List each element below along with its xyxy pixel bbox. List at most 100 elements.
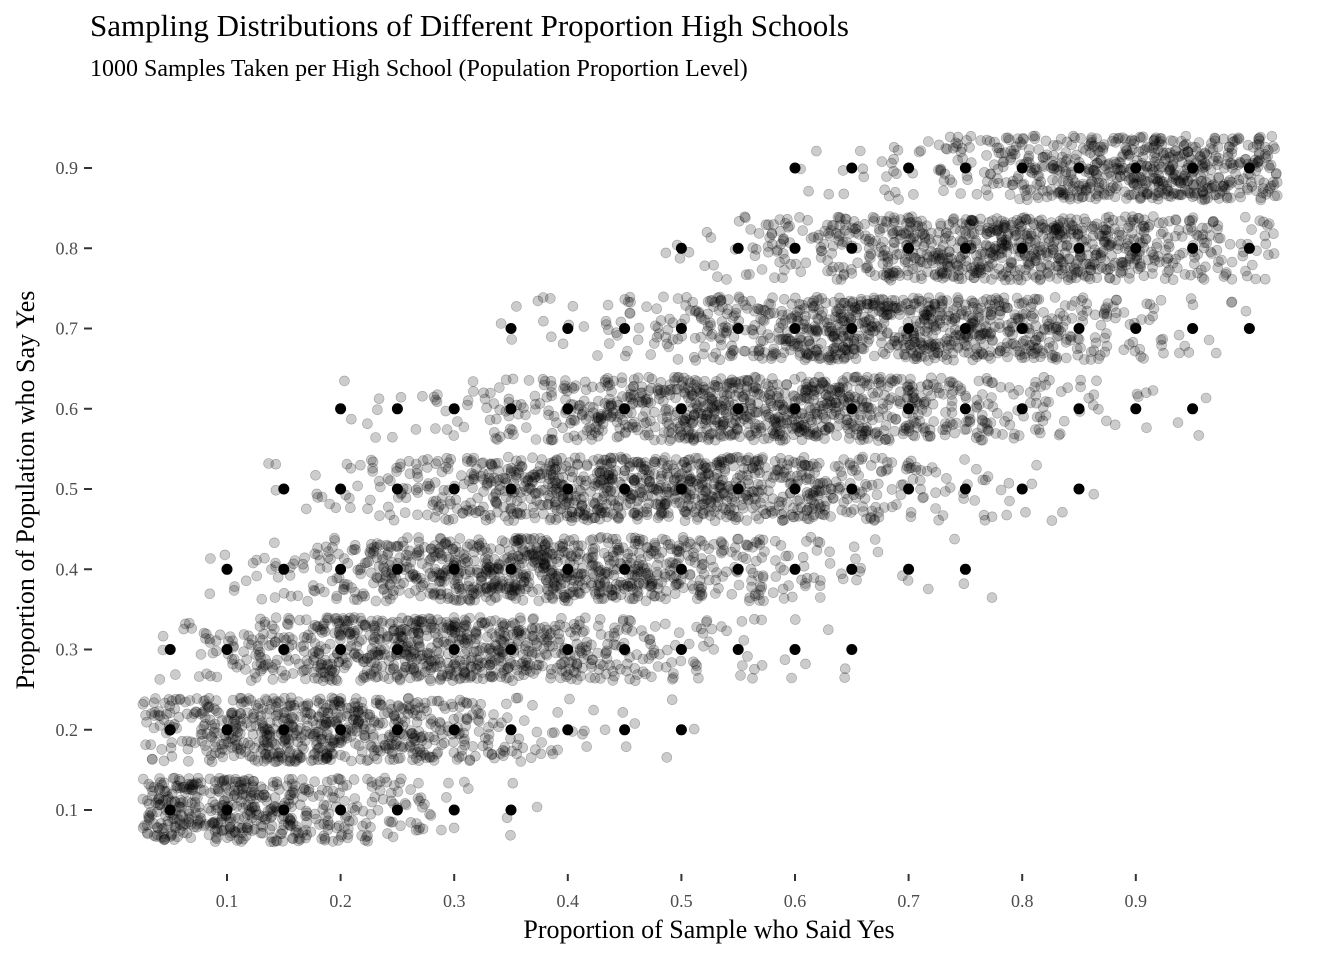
jitter-point [568, 414, 580, 426]
jitter-point [1088, 389, 1100, 401]
jitter-point [642, 569, 654, 581]
jitter-point [441, 424, 453, 435]
jitter-point [270, 701, 282, 713]
jitter-point [612, 411, 623, 423]
jitter-point [230, 826, 241, 838]
jitter-point [193, 801, 205, 813]
jitter-point [166, 829, 178, 841]
jitter-point [507, 777, 519, 789]
jitter-point [174, 814, 185, 826]
jitter-point [822, 624, 834, 636]
jitter-point [579, 725, 590, 737]
jitter-point [592, 412, 604, 424]
jitter-point [142, 819, 153, 831]
jitter-point [601, 653, 613, 665]
jitter-point [544, 492, 556, 504]
jitter-point [314, 583, 325, 594]
jitter-point [526, 548, 538, 559]
jitter-point [528, 668, 539, 679]
jitter-point [538, 315, 549, 327]
jitter-point [266, 639, 278, 651]
jitter-point [921, 406, 933, 417]
jitter-point [810, 484, 822, 496]
jitter-point [158, 777, 170, 789]
jitter-point [309, 776, 320, 788]
jitter-point [481, 583, 492, 595]
jitter-point [938, 388, 949, 400]
jitter-point [798, 391, 810, 402]
jitter-point [376, 617, 388, 629]
jitter-point [245, 807, 257, 818]
jitter-point [930, 487, 941, 499]
jitter-point [619, 419, 631, 431]
jitter-point [422, 509, 433, 521]
jitter-point [800, 580, 811, 592]
jitter-point [220, 780, 231, 791]
jitter-point [317, 675, 329, 687]
jitter-point [432, 389, 443, 401]
jitter-point [368, 745, 380, 756]
jitter-point [203, 829, 215, 841]
jitter-point [212, 826, 224, 838]
jitter-point [569, 630, 581, 642]
jitter-point [152, 829, 163, 841]
jitter-point [841, 414, 853, 426]
jitter-point [635, 554, 647, 565]
jitter-point [217, 825, 228, 837]
jitter-point [297, 701, 309, 712]
jitter-point [724, 453, 736, 464]
jitter-point [251, 570, 263, 582]
jitter-point [733, 291, 745, 303]
jitter-point [579, 376, 591, 388]
jitter-point [775, 540, 787, 551]
jitter-point [495, 651, 506, 663]
jitter-point [240, 789, 252, 801]
jitter-point [177, 811, 189, 822]
jitter-point [170, 822, 181, 834]
jitter-point [939, 486, 951, 497]
jitter-point [137, 822, 149, 834]
jitter-point [672, 354, 684, 365]
jitter-point [289, 727, 300, 739]
jitter-point [747, 541, 758, 553]
jitter-point [681, 292, 692, 303]
jitter-point [167, 773, 179, 784]
jitter-point [137, 793, 149, 805]
jitter-point [172, 780, 183, 792]
jitter-point [394, 461, 406, 473]
jitter-point [151, 806, 163, 818]
jitter-point [425, 675, 437, 687]
jitter-point [237, 827, 248, 839]
jitter-point [694, 500, 706, 511]
jitter-point [318, 818, 330, 830]
jitter-point [343, 815, 355, 827]
jitter-point [182, 796, 193, 808]
jitter-point [300, 614, 312, 626]
jitter-point [752, 398, 764, 410]
jitter-point [174, 825, 186, 836]
jitter-point [143, 798, 155, 810]
jitter-point [827, 492, 839, 504]
jitter-point [424, 808, 435, 820]
jitter-point [373, 561, 385, 572]
jitter-point [477, 740, 489, 752]
jitter-point [285, 815, 296, 827]
jitter-point [328, 667, 340, 678]
jitter-point [242, 818, 254, 830]
jitter-point [327, 735, 338, 747]
jitter-point [348, 630, 359, 641]
jitter-point [460, 620, 472, 632]
jitter-point [903, 457, 914, 469]
jitter-point [596, 494, 608, 506]
jitter-point [485, 595, 497, 606]
jitter-point [720, 321, 731, 333]
jitter-point [209, 783, 221, 795]
jitter-point [289, 555, 301, 566]
jitter-point [243, 773, 255, 785]
jitter-point [245, 792, 256, 804]
jitter-point [564, 511, 576, 522]
jitter-point [171, 782, 183, 794]
jitter-point [333, 773, 345, 785]
jitter-point [248, 787, 260, 798]
jitter-point [398, 665, 410, 676]
